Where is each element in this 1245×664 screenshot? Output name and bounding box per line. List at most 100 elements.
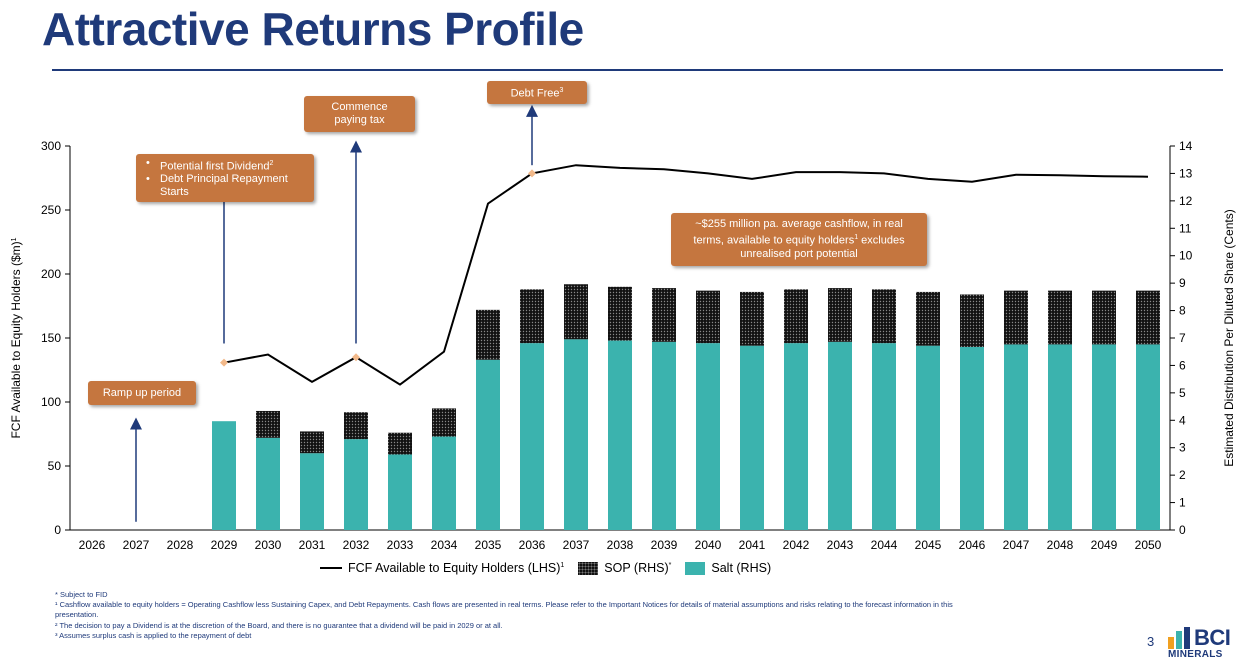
sop-bar <box>432 408 456 437</box>
footnote-2: ² The decision to pay a Dividend is at t… <box>55 620 503 630</box>
logo-mark-icon <box>1168 627 1190 649</box>
footnotes: * Subject to FID ¹ Cashflow available to… <box>55 590 1195 641</box>
footnote-star: * Subject to FID <box>55 590 108 599</box>
sop-bar <box>520 289 544 344</box>
y-tick-label-left: 50 <box>48 459 62 473</box>
y-tick-label-right: 5 <box>1179 386 1186 400</box>
salt-bar <box>520 343 544 530</box>
chart-axes: 0501001502002503000123456789101112131420… <box>41 139 1193 552</box>
footnote-1-cont: presentation. <box>55 610 99 620</box>
salt-bar <box>300 453 324 530</box>
legend-salt-swatch <box>685 561 706 575</box>
chart-arrows <box>130 104 538 522</box>
sop-bar <box>872 289 896 344</box>
x-tick-label: 2028 <box>167 538 194 552</box>
chart-bars <box>212 284 1160 530</box>
y-tick-label-right: 0 <box>1179 523 1186 537</box>
sop-bar <box>1048 290 1072 345</box>
sop-bar <box>740 291 764 346</box>
legend-line-swatch <box>320 567 342 569</box>
salt-bar <box>828 341 852 530</box>
dividend-callout-item-1: Potential first Dividend2 <box>146 157 290 174</box>
x-tick-label: 2049 <box>1091 538 1118 552</box>
sop-bar <box>608 286 632 341</box>
legend-sop-swatch <box>578 561 599 575</box>
x-tick-label: 2048 <box>1047 538 1074 552</box>
y-tick-label-left: 0 <box>54 523 61 537</box>
cashflow-callout: ~$255 million pa. average cashflow, in r… <box>671 213 927 266</box>
y-tick-label-right: 7 <box>1179 331 1186 345</box>
salt-bar <box>960 346 984 530</box>
x-tick-label: 2050 <box>1135 538 1162 552</box>
sop-bar <box>388 432 412 455</box>
salt-bar <box>872 343 896 530</box>
salt-bar <box>256 437 280 530</box>
salt-bar <box>212 421 236 530</box>
x-tick-label: 2026 <box>79 538 106 552</box>
x-tick-label: 2033 <box>387 538 414 552</box>
x-tick-label: 2041 <box>739 538 766 552</box>
dividend-callout: Potential first Dividend2 Debt Principal… <box>136 154 314 202</box>
salt-bar <box>564 339 588 530</box>
x-tick-label: 2038 <box>607 538 634 552</box>
salt-bar <box>1004 344 1028 530</box>
salt-bar <box>740 345 764 530</box>
y-tick-label-right: 14 <box>1179 139 1193 153</box>
sop-bar <box>300 431 324 454</box>
milestone-marker <box>352 353 360 362</box>
salt-bar <box>916 345 940 530</box>
sop-bar <box>916 291 940 346</box>
x-tick-label: 2039 <box>651 538 678 552</box>
x-tick-label: 2045 <box>915 538 942 552</box>
y-tick-label-right: 13 <box>1179 166 1193 180</box>
x-tick-label: 2032 <box>343 538 370 552</box>
salt-bar <box>432 436 456 530</box>
title-divider <box>52 69 1223 71</box>
legend-item-salt: Salt (RHS) <box>685 561 771 575</box>
sop-bar <box>1136 290 1160 345</box>
legend-item-fcf: FCF Available to Equity Holders (LHS)1 <box>320 561 564 575</box>
milestone-marker <box>220 358 228 367</box>
y-tick-label-right: 6 <box>1179 358 1186 372</box>
x-tick-label: 2044 <box>871 538 898 552</box>
y-tick-label-left: 150 <box>41 331 61 345</box>
legend-item-sop: SOP (RHS)* <box>578 561 671 575</box>
x-tick-label: 2042 <box>783 538 810 552</box>
tax-callout: Commence paying tax <box>304 96 415 132</box>
salt-bar <box>476 359 500 530</box>
x-tick-label: 2031 <box>299 538 326 552</box>
x-tick-label: 2040 <box>695 538 722 552</box>
footnote-3: ³ Assumes surplus cash is applied to the… <box>55 630 252 640</box>
x-tick-label: 2035 <box>475 538 502 552</box>
debt-free-callout: Debt Free3 <box>487 81 587 104</box>
fcf-line <box>223 164 1149 386</box>
salt-bar <box>696 343 720 530</box>
logo-subtext: MINERALS <box>1168 649 1223 660</box>
bci-logo: BCI MINERALS <box>1166 625 1236 661</box>
salt-bar <box>652 341 676 530</box>
milestone-marker <box>528 169 536 178</box>
x-tick-label: 2037 <box>563 538 590 552</box>
sop-bar <box>960 294 984 347</box>
salt-bar <box>1136 344 1160 530</box>
salt-bar <box>344 439 368 530</box>
y-tick-label-right: 3 <box>1179 441 1186 455</box>
y-tick-label-right: 2 <box>1179 468 1186 482</box>
y-tick-label-right: 11 <box>1179 221 1192 235</box>
page-title: Attractive Returns Profile <box>42 3 584 55</box>
y-tick-label-right: 4 <box>1179 413 1186 427</box>
y-tick-label-right: 8 <box>1179 304 1186 318</box>
chart-legend: FCF Available to Equity Holders (LHS)1 S… <box>320 561 779 575</box>
x-tick-label: 2047 <box>1003 538 1030 552</box>
sop-bar <box>564 284 588 340</box>
salt-bar <box>388 454 412 530</box>
chart-line <box>220 164 1149 386</box>
x-tick-label: 2029 <box>211 538 238 552</box>
footnote-1: ¹ Cashflow available to equity holders =… <box>55 600 953 610</box>
y-axis-label-left: FCF Available to Equity Holders ($m)1 <box>9 237 23 438</box>
page-number: 3 <box>1147 634 1155 649</box>
y-tick-label-right: 12 <box>1179 194 1193 208</box>
salt-bar <box>608 340 632 530</box>
sop-bar <box>1092 290 1116 345</box>
